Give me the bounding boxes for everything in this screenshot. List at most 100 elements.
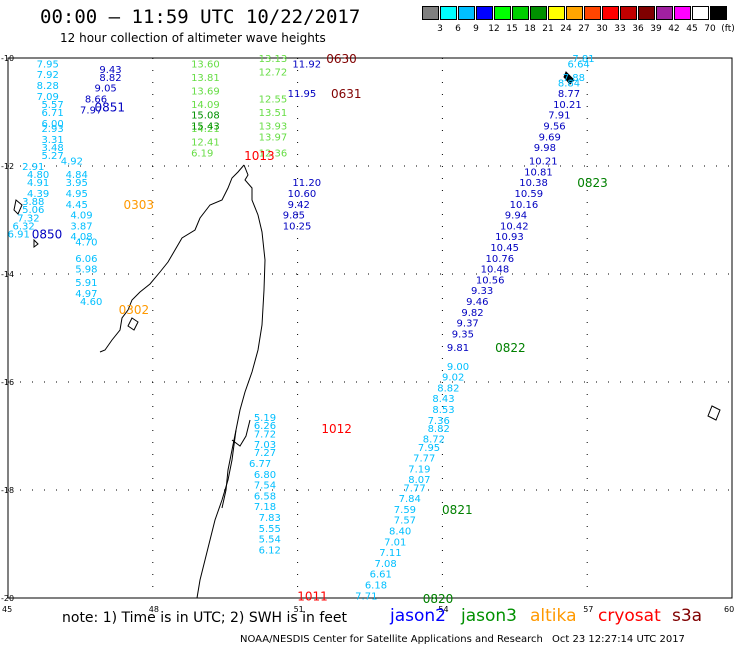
wave-height-label: 10.60 <box>288 189 317 200</box>
colorbar-label: 6 <box>455 24 461 34</box>
wave-height-label: 7.81 <box>572 54 594 65</box>
wave-height-label: 12.41 <box>191 138 220 149</box>
wave-height-label: 15.43 <box>191 122 220 133</box>
wave-height-label: 9.35 <box>452 329 474 340</box>
lon-tick-label: 57 <box>583 605 593 614</box>
wave-height-label: 7.54 <box>254 481 276 492</box>
colorbar-label: 27 <box>578 24 590 34</box>
wave-height-label: 7.59 <box>394 505 416 516</box>
pass-time-label: 0822 <box>495 341 526 355</box>
wave-height-label: 8.40 <box>389 527 411 538</box>
wave-height-label: 7.01 <box>384 537 406 548</box>
pass-time-label: 0630 <box>326 52 357 66</box>
lon-tick-label: 48 <box>149 605 159 614</box>
wave-height-label: 10.76 <box>485 254 514 265</box>
colorbar-swatch <box>674 6 691 20</box>
wave-height-label: 5.06 <box>22 205 44 216</box>
wave-height-label: 6.32 <box>12 221 34 232</box>
wave-height-label: 13.60 <box>191 59 220 70</box>
wave-height-label: 8.43 <box>432 394 454 405</box>
axis-tick-labels: 45 48 51 54 57 60 -10 -12 -14 -16 -18 -20 <box>1 54 734 614</box>
wave-height-label: 4.60 <box>80 297 102 308</box>
colorbar-swatch <box>494 6 511 20</box>
wave-height-label: 7.57 <box>394 516 416 527</box>
pass-time-label: 1012 <box>321 422 352 436</box>
lon-tick-label: 45 <box>2 605 12 614</box>
pass-time-label: 1013 <box>244 149 275 163</box>
wave-height-label: 9.37 <box>457 319 479 330</box>
wave-height-label: 5.54 <box>259 535 281 546</box>
legend-s3a: s3a <box>672 606 703 626</box>
lat-tick-label: -16 <box>1 378 14 387</box>
colorbar-swatch <box>566 6 583 20</box>
wave-height-label: 7.72 <box>254 429 276 440</box>
wave-height-label: 6.18 <box>365 581 387 592</box>
wave-height-label: 8.28 <box>37 81 59 92</box>
wave-height-label: 12.72 <box>259 68 288 79</box>
wave-height-label: 4.39 <box>27 189 49 200</box>
wave-height-label: 11.92 <box>292 59 321 70</box>
wave-height-label: 7.84 <box>399 494 421 505</box>
wave-height-label: 9.43 <box>99 65 121 76</box>
graticule <box>8 58 732 598</box>
wave-height-label: 9.82 <box>461 308 483 319</box>
wave-height-label: 9.85 <box>283 211 305 222</box>
colorbar-label: 36 <box>632 24 644 34</box>
seychelles-island <box>563 71 575 85</box>
colorbar-label: 15 <box>506 24 518 34</box>
wave-height-label: 4.95 <box>66 189 88 200</box>
note-text: note: 1) Time is in UTC; 2) SWH is in fe… <box>62 610 348 626</box>
wave-height-label: 14.09 <box>191 100 220 111</box>
wave-height-label: 7.11 <box>379 548 401 559</box>
colorbar-swatch <box>422 6 439 20</box>
wave-height-label: 12.55 <box>259 95 288 106</box>
colorbar-swatch <box>584 6 601 20</box>
pass-time-label: 0821 <box>442 503 473 517</box>
wave-height-label: 7.71 <box>355 591 377 602</box>
wave-height-label: 7.92 <box>37 70 59 81</box>
lat-tick-label: -18 <box>1 486 14 495</box>
map-frame <box>7 57 733 599</box>
wave-height-label: 9.42 <box>288 200 310 211</box>
wave-height-label: 3.88 <box>22 197 44 208</box>
wave-height-label: 10.56 <box>476 275 505 286</box>
wave-height-label: 8.72 <box>423 435 445 446</box>
pass-time-label: 0850 <box>32 228 63 242</box>
wave-height-label: 13.93 <box>259 122 288 133</box>
wave-height-label: 8.82 <box>428 424 450 435</box>
wave-height-label: 7.19 <box>408 464 430 475</box>
wave-height-label: 4.80 <box>27 170 49 181</box>
colorbar-label: 9 <box>473 24 479 34</box>
comoros-island-2 <box>33 238 39 248</box>
footer-credit: NOAA/NESDIS Center for Satellite Applica… <box>240 634 543 645</box>
pass-time-label: 0820 <box>423 592 454 606</box>
wave-height-label: 10.16 <box>510 200 539 211</box>
pass-time-label: 0631 <box>331 87 362 101</box>
colorbar-swatch <box>692 6 709 20</box>
wave-height-label: 10.21 <box>553 100 582 111</box>
wave-height-label: 7.77 <box>403 483 425 494</box>
wave-height-label: 5.27 <box>41 151 63 162</box>
wave-height-label: 10.38 <box>519 178 548 189</box>
wave-height-label: 10.42 <box>500 221 529 232</box>
wave-height-label: 5.55 <box>259 524 281 535</box>
wave-height-label: 2.93 <box>41 124 63 135</box>
wave-height-label: 6.91 <box>8 230 30 241</box>
colorbar-label: (ft) <box>721 24 735 34</box>
colorbar-swatch <box>548 6 565 20</box>
colorbar-swatch <box>710 6 727 20</box>
legend-altika: altika <box>530 606 577 626</box>
wave-height-label: 5.98 <box>75 265 97 276</box>
wave-height-label: 13.51 <box>259 108 288 119</box>
wave-height-label: 6.00 <box>41 119 63 130</box>
colorbar-label: 39 <box>650 24 662 34</box>
wave-height-label: 4.97 <box>75 289 97 300</box>
wave-height-label: 4.91 <box>27 178 49 189</box>
wave-height-label: 6.12 <box>259 545 281 556</box>
madagascar-coast <box>99 164 266 599</box>
lon-tick-label: 51 <box>294 605 304 614</box>
wave-height-label: 6.19 <box>191 149 213 160</box>
wave-height-label: 13.81 <box>191 73 220 84</box>
wave-height-label: 6.06 <box>75 254 97 265</box>
